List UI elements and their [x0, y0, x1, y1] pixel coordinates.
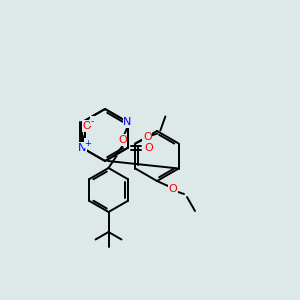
Text: O: O: [143, 131, 152, 142]
Text: O: O: [169, 184, 177, 194]
Text: O: O: [118, 135, 127, 145]
Text: -: -: [91, 116, 94, 126]
Text: O: O: [82, 121, 91, 131]
Text: O: O: [144, 143, 153, 153]
Text: N: N: [123, 117, 132, 127]
Text: N: N: [78, 143, 87, 153]
Text: +: +: [84, 139, 91, 148]
